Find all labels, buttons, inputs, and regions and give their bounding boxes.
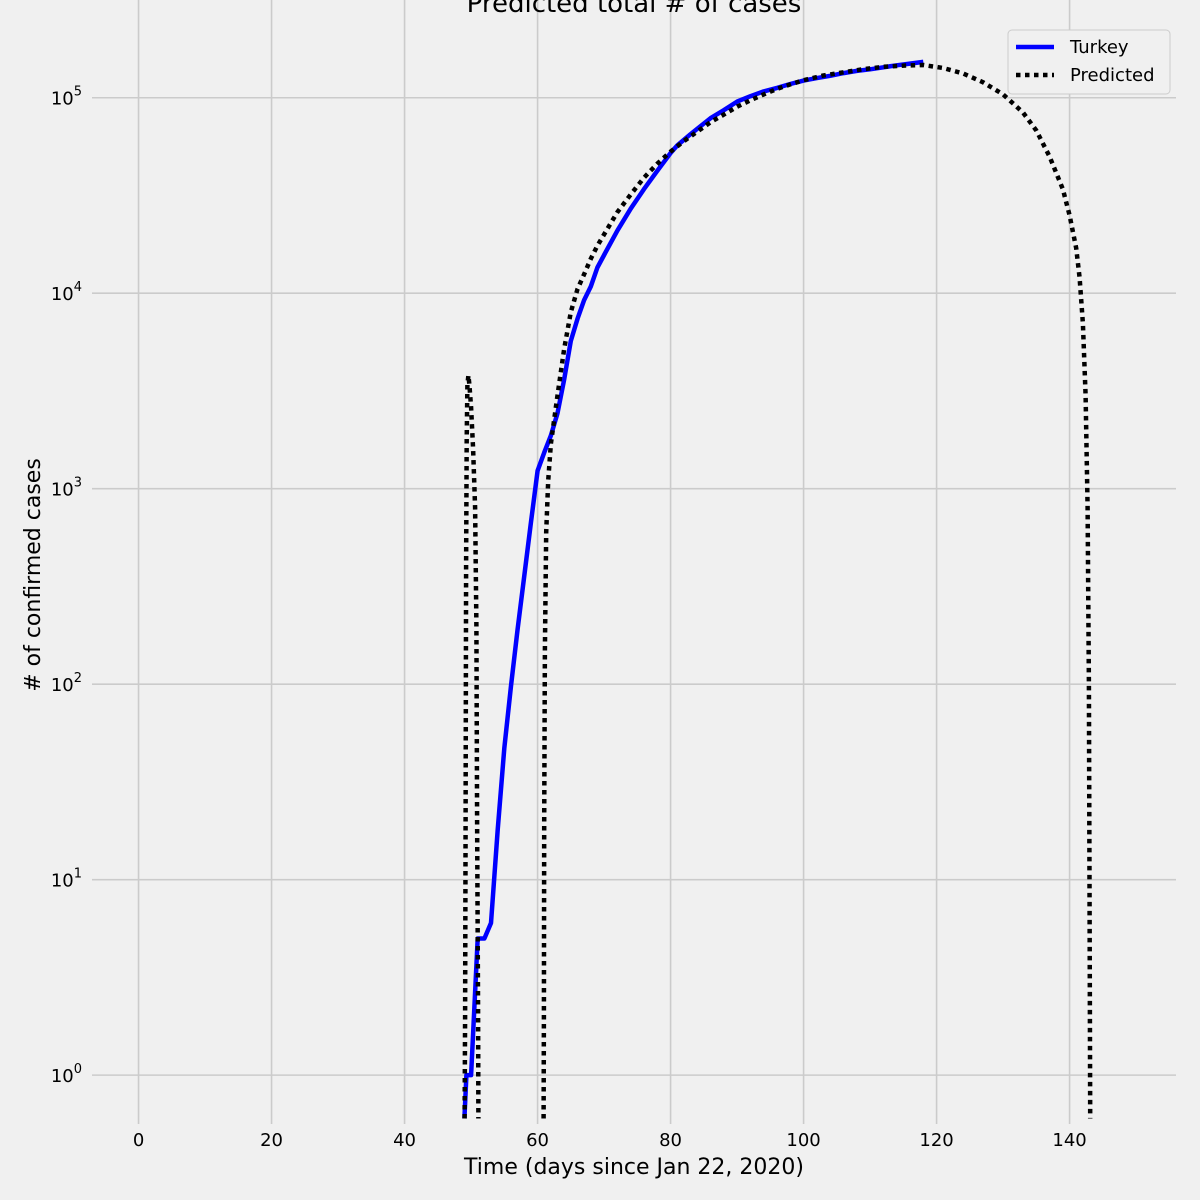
x-tick-label: 100	[786, 1130, 820, 1151]
grid	[92, 0, 1176, 1124]
y-tick-label: 104	[51, 280, 82, 305]
x-tick-label: 0	[133, 1130, 144, 1151]
y-tick-label: 102	[51, 671, 82, 696]
x-tick-label: 140	[1052, 1130, 1086, 1151]
y-tick-label: 103	[51, 476, 82, 501]
x-tick-label: 60	[526, 1130, 549, 1151]
y-tick-label: 101	[51, 867, 82, 892]
series-line-predicted	[541, 62, 1093, 1119]
x-tick-label: 40	[393, 1130, 416, 1151]
legend[interactable]: Turkey Predicted	[1007, 29, 1171, 95]
chart-title: Predicted total # of cases	[467, 0, 802, 19]
y-tick-labels: 100 101 102 103 104 105	[51, 85, 82, 1087]
x-axis-label: Time (days since Jan 22, 2020)	[463, 1155, 804, 1180]
legend-label-turkey: Turkey	[1069, 37, 1129, 58]
x-tick-labels: 0 20 40 60 80 100 120 140	[133, 1130, 1087, 1151]
y-axis-label: # of confirmed cases	[21, 458, 46, 692]
x-tick-label: 120	[919, 1130, 953, 1151]
x-tick-label: 80	[659, 1130, 682, 1151]
series-line-predicted	[462, 373, 481, 1119]
y-tick-label: 100	[51, 1062, 82, 1087]
series-lines	[462, 59, 1093, 1119]
x-tick-label: 20	[260, 1130, 283, 1151]
y-tick-label: 105	[51, 85, 82, 110]
legend-label-predicted: Predicted	[1070, 65, 1155, 86]
series-line-turkey	[462, 59, 924, 1119]
